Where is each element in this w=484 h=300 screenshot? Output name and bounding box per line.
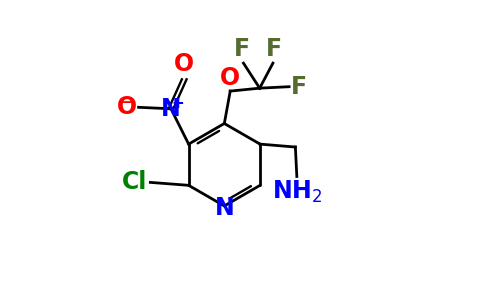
Text: N: N [161,97,181,121]
Text: O: O [174,52,194,76]
Text: F: F [266,38,283,62]
Text: NH$_2$: NH$_2$ [272,179,322,205]
Text: N: N [214,196,234,220]
Text: O: O [117,95,137,119]
Text: F: F [234,38,250,62]
Text: O: O [220,66,240,90]
Text: F: F [291,75,307,99]
Text: −: − [120,94,133,110]
Text: Cl: Cl [122,170,148,194]
Text: +: + [171,96,184,111]
